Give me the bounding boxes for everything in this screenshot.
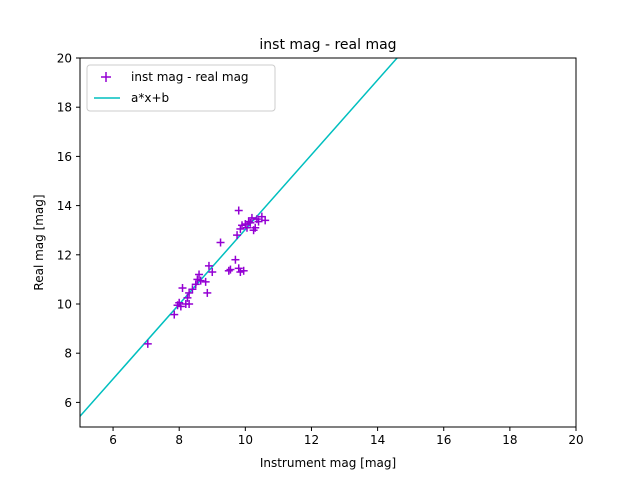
scatter-point xyxy=(216,238,225,247)
scatter-point xyxy=(234,206,243,215)
legend-label-scatter: inst mag - real mag xyxy=(131,70,249,84)
y-tick-label: 20 xyxy=(57,52,72,66)
x-axis-label: Instrument mag [mag] xyxy=(260,456,396,470)
scatter-point xyxy=(233,231,242,240)
y-tick-label: 10 xyxy=(57,298,72,312)
x-tick-label: 16 xyxy=(436,433,451,447)
scatter-point xyxy=(183,293,192,302)
x-axis: 6 8 10 12 14 16 18 20 xyxy=(109,427,584,447)
scatter-point xyxy=(191,280,200,289)
legend-label-line: a*x+b xyxy=(131,91,169,105)
scatter-point xyxy=(261,216,270,225)
scatter-point xyxy=(196,276,205,285)
scatter-point xyxy=(242,223,251,232)
scatter-point xyxy=(170,310,179,319)
scatter-point xyxy=(247,213,256,222)
y-tick-label: 12 xyxy=(57,248,72,262)
scatter-point xyxy=(204,261,213,270)
y-tick-label: 16 xyxy=(57,150,72,164)
x-tick-label: 10 xyxy=(238,433,253,447)
scatter-point xyxy=(231,255,240,264)
scatter-point xyxy=(185,300,194,308)
scatter-point xyxy=(201,277,210,286)
scatter-point xyxy=(239,266,248,275)
scatter-point xyxy=(195,270,204,279)
scatter-point xyxy=(208,268,217,277)
legend: inst mag - real mag a*x+b xyxy=(86,64,276,112)
y-axis: 6 8 10 12 14 16 18 20 xyxy=(57,52,80,410)
scatter-point xyxy=(224,266,233,275)
x-tick-label: 12 xyxy=(304,433,319,447)
scatter-point xyxy=(251,223,260,232)
legend-marker-scatter xyxy=(101,72,111,82)
plot-frame xyxy=(79,57,577,428)
x-tick-label: 8 xyxy=(175,433,183,447)
plot-area xyxy=(80,58,399,417)
scatter-point xyxy=(203,288,212,297)
x-tick-label: 6 xyxy=(109,433,117,447)
scatter-point xyxy=(188,285,197,294)
fit-line xyxy=(80,58,399,417)
x-tick-label: 18 xyxy=(502,433,517,447)
scatter-point xyxy=(254,217,263,226)
scatter-point xyxy=(234,264,243,273)
y-tick-label: 6 xyxy=(64,396,72,410)
scatter-point xyxy=(143,339,152,348)
y-tick-label: 18 xyxy=(57,101,72,115)
scatter-point xyxy=(246,218,255,227)
y-axis-label: Real mag [mag] xyxy=(32,194,46,290)
y-tick-label: 14 xyxy=(57,199,72,213)
scatter-point xyxy=(236,224,245,233)
x-tick-label: 20 xyxy=(568,433,583,447)
scatter-point xyxy=(178,284,187,293)
scatter-point xyxy=(226,265,235,274)
y-tick-label: 8 xyxy=(64,347,72,361)
x-tick-label: 14 xyxy=(370,433,385,447)
scatter-point xyxy=(175,298,184,307)
scatter-point xyxy=(176,302,185,311)
legend-box xyxy=(86,64,276,112)
chart-title: inst mag - real mag xyxy=(259,37,396,53)
